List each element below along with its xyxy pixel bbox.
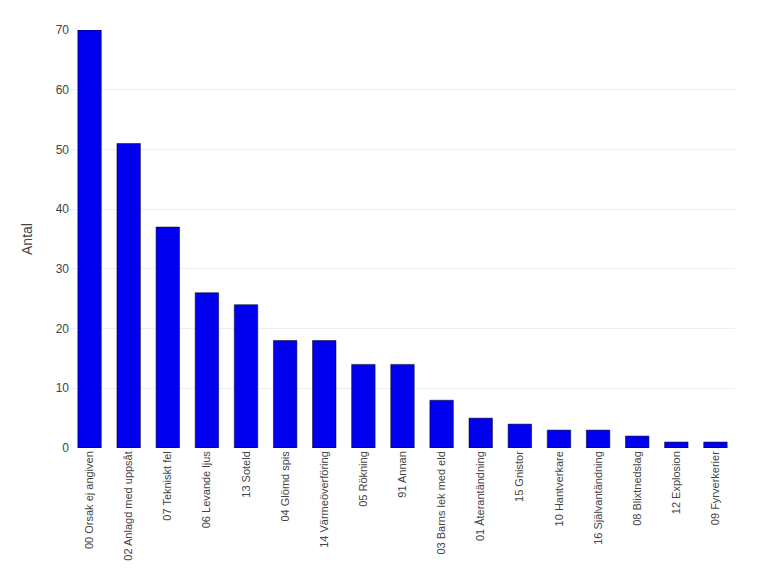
svg-text:60: 60 xyxy=(56,83,70,97)
svg-text:15 Gnistor: 15 Gnistor xyxy=(513,451,525,502)
svg-text:91 Annan: 91 Annan xyxy=(396,451,408,498)
svg-text:04 Glömd spis: 04 Glömd spis xyxy=(279,451,291,522)
svg-text:10 Hantverkare: 10 Hantverkare xyxy=(553,451,565,526)
svg-text:07 Tekniskt fel: 07 Tekniskt fel xyxy=(161,451,173,521)
svg-text:12 Explosion: 12 Explosion xyxy=(670,451,682,514)
svg-text:40: 40 xyxy=(56,202,70,216)
svg-text:06 Levande ljus: 06 Levande ljus xyxy=(200,451,212,529)
svg-text:Antal: Antal xyxy=(19,223,35,255)
svg-text:0: 0 xyxy=(62,441,69,455)
svg-text:13 Soteld: 13 Soteld xyxy=(240,451,252,497)
svg-text:09 Fyrverkerier: 09 Fyrverkerier xyxy=(709,451,721,525)
svg-text:14 Värmeöverföring: 14 Värmeöverföring xyxy=(318,451,330,548)
svg-text:08 Blixtnedslag: 08 Blixtnedslag xyxy=(631,451,643,526)
svg-text:10: 10 xyxy=(56,381,70,395)
svg-text:05 Rökning: 05 Rökning xyxy=(357,451,369,507)
svg-text:02 Anlagd med uppsåt: 02 Anlagd med uppsåt xyxy=(122,451,134,560)
svg-text:70: 70 xyxy=(56,23,70,37)
svg-text:50: 50 xyxy=(56,143,70,157)
svg-text:30: 30 xyxy=(56,262,70,276)
svg-text:00 Orsak ej angiven: 00 Orsak ej angiven xyxy=(83,451,95,549)
svg-text:01 Återantändning: 01 Återantändning xyxy=(474,451,486,541)
svg-text:20: 20 xyxy=(56,322,70,336)
svg-text:16 Självantändning: 16 Självantändning xyxy=(592,451,604,545)
svg-text:03 Barns lek med eld: 03 Barns lek med eld xyxy=(435,451,447,554)
